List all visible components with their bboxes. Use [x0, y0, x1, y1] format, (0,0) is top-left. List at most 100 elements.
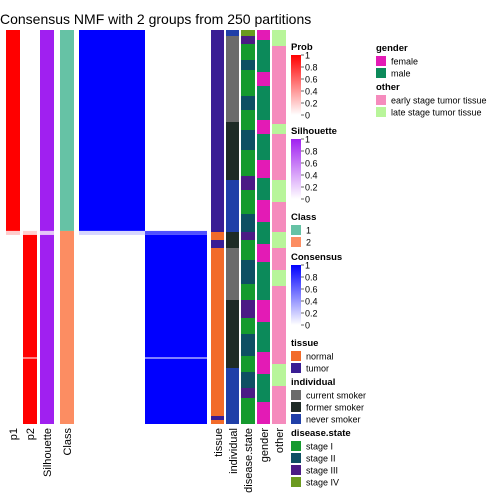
class-legend-item-label: 2 [306, 238, 311, 248]
prob-legend-tick-label: 0 [305, 111, 310, 121]
disease-state-column-cell [241, 60, 255, 70]
gender-legend: gender female male [376, 43, 418, 79]
tissue-legend-item-label: normal [306, 352, 334, 362]
silhouette-legend-bar [291, 139, 301, 199]
individual-legend-swatch [291, 390, 301, 400]
silhouette-class1-cell [40, 30, 54, 231]
tissue-legend-swatch [291, 363, 301, 373]
disease-state-column-cell [241, 96, 255, 110]
other-legend: other early stage tumor tissue late stage … [376, 82, 487, 118]
other-legend-item-label: late stage tumor tissue [391, 108, 482, 118]
tissue-legend-item-label: tumor [306, 364, 329, 374]
other-column-cell [272, 248, 286, 270]
silhouette-legend-tick-label: 0.8 [305, 147, 318, 157]
gender-column-cell [257, 40, 270, 72]
gender-column-cell [257, 72, 270, 86]
disease-state-column-cell [241, 398, 255, 424]
silhouette-transition-cell [40, 230, 54, 235]
disease-state-legend-swatch [291, 453, 301, 463]
tissue-legend-swatch [291, 351, 301, 361]
prob-legend-tick-label: 0.8 [305, 63, 318, 73]
p2-class2-cell [23, 234, 37, 424]
silhouette-legend-title: Silhouette [291, 126, 337, 137]
gender-column-cell [257, 160, 270, 178]
gender-legend-swatch [376, 56, 386, 66]
silhouette-legend-tick-label: 0 [305, 195, 310, 205]
consensus-legend-title: Consensus [291, 252, 342, 263]
individual-column-cell [226, 300, 239, 368]
tissue-column-cell [211, 240, 224, 248]
disease-state-column-cell [241, 130, 255, 150]
gender-column-cell [257, 200, 270, 222]
disease-state-legend-item-label: stage I [306, 442, 333, 452]
disease-state-column-cell [241, 190, 255, 214]
gender-column-cell [257, 352, 270, 374]
consensus-block-1 [79, 30, 145, 231]
disease-state-column-cell [241, 260, 255, 284]
consensus-fade-row-2 [145, 230, 207, 235]
silhouette-legend-tick-label: 1 [305, 135, 310, 145]
gender-column-cell [257, 402, 270, 424]
silhouette-legend-tick-label: 0.6 [305, 159, 318, 169]
other-column-cell [272, 46, 286, 124]
disease-state-legend-item-label: stage II [306, 454, 336, 464]
other-legend-item-label: early stage tumor tissue [391, 96, 487, 106]
gender-legend-swatch [376, 68, 386, 78]
disease-state-label: disease.state [243, 428, 255, 493]
gender-column-cell [257, 30, 270, 40]
other-column-cell [272, 386, 286, 424]
disease-state-column-cell [241, 284, 255, 300]
class-legend-item-label: 1 [306, 226, 311, 236]
prob-legend-tick-label: 1 [305, 51, 310, 61]
consensus-legend-tick-label: 0.8 [305, 273, 318, 283]
individual-legend-swatch [291, 402, 301, 412]
other-column-cell [272, 124, 286, 134]
tissue-label: tissue [213, 428, 225, 457]
disease-state-column-cell [241, 232, 255, 240]
tissue-column-cell [211, 232, 224, 240]
gender-legend-item-label: male [391, 69, 411, 79]
individual-column-cell [226, 180, 239, 232]
class-label: Class [62, 428, 74, 456]
disease-state-column-cell [241, 356, 255, 372]
other-column-cell [272, 232, 286, 248]
disease-state-column-cell [241, 150, 255, 176]
annotation-columns [6, 30, 74, 424]
disease-state-column-cell [241, 372, 255, 388]
individual-legend-title: individual [291, 377, 335, 388]
individual-column-cell [226, 368, 239, 424]
individual-legend-item-label: current smoker [306, 391, 366, 401]
consensus-block-2 [145, 234, 207, 424]
individual-column-cell [226, 232, 239, 248]
tissue-column-cell [211, 420, 224, 424]
gender-column-cell [257, 178, 270, 200]
disease-state-column-cell [241, 318, 255, 334]
consensus-legend-tick-label: 0.2 [305, 309, 318, 319]
gender-legend-title: gender [376, 43, 408, 54]
gender-column-cell [257, 262, 270, 300]
tissue-legend-title: tissue [291, 338, 318, 349]
metadata-columns [211, 30, 286, 424]
individual-column-cell [226, 122, 239, 180]
disease-state-column-cell [241, 334, 255, 356]
disease-state-column-cell [241, 240, 255, 260]
gender-column-cell [257, 86, 270, 120]
disease-state-legend-item-label: stage III [306, 466, 338, 476]
other-label: other [274, 428, 286, 453]
silhouette-legend-tick-label: 0.2 [305, 183, 318, 193]
individual-legend: individual current smoker former smoker nev… [291, 377, 366, 425]
other-legend-swatch [376, 95, 386, 105]
disease-state-column-cell [241, 388, 255, 398]
disease-state-column-cell [241, 300, 255, 318]
gender-column [257, 30, 270, 424]
other-legend-title: other [376, 82, 400, 93]
tissue-column [211, 30, 224, 424]
disease-state-column-cell [241, 214, 255, 232]
other-column-cell [272, 202, 286, 232]
prob-legend-tick-label: 0.4 [305, 87, 318, 97]
individual-column-cell [226, 248, 239, 300]
disease-state-legend-title: disease.state [291, 428, 351, 439]
